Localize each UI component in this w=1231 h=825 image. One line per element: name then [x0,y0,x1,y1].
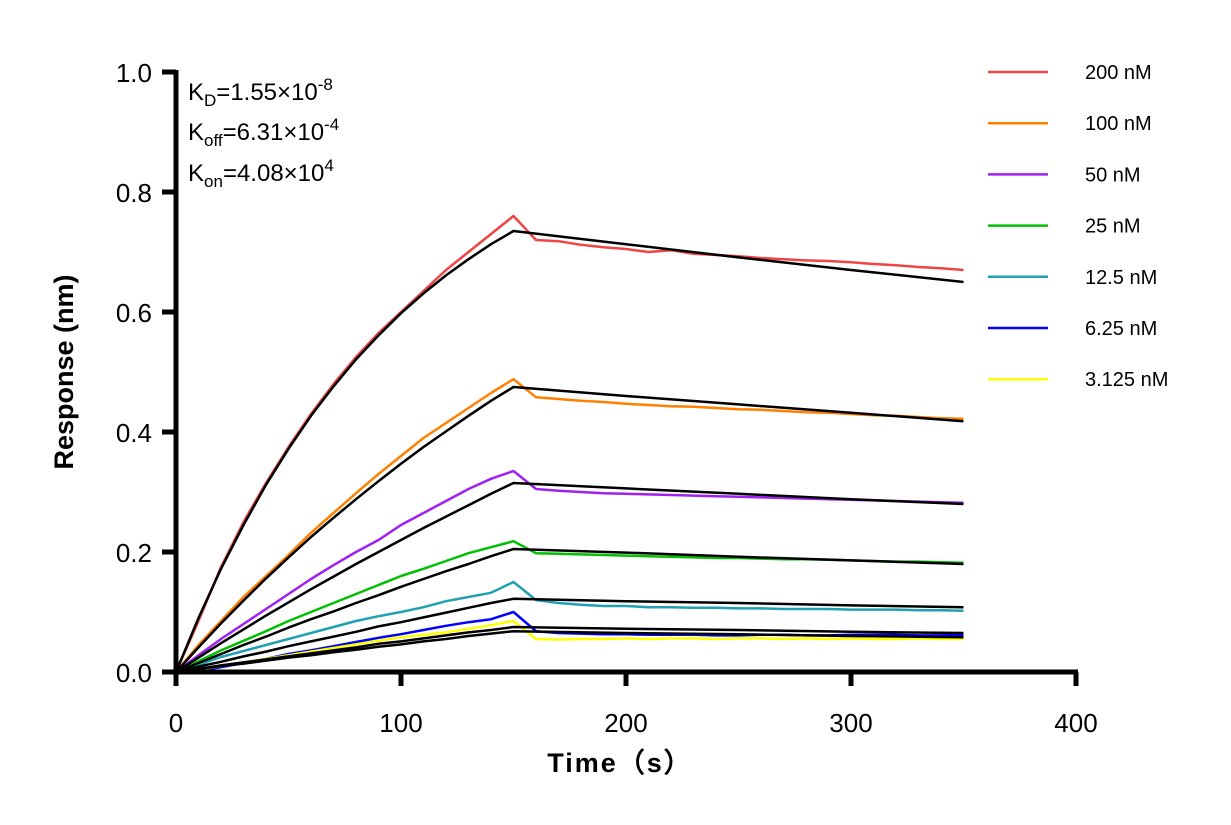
kon-annotation: Kon=4.08×104 [188,156,334,191]
y-tick-label: 0.2 [116,538,152,568]
x-tick-label: 0 [169,708,183,738]
legend-label-200-nm: 200 nM [1085,62,1152,84]
ticks: 0 100 200 300 400 0.0 0.2 0.4 0.6 0.8 1.0 [116,58,1098,738]
measured-line-3-125-nm [175,619,964,674]
x-tick-label: 400 [1054,708,1097,738]
measured-line-12-5-nm [175,580,964,674]
x-axis-title: Time（s） [547,748,693,778]
kd-annotation: KD=1.55×10-8 [188,75,333,110]
legend-label-100-nm: 100 nM [1085,113,1152,135]
fit-line-25-nm [175,547,964,674]
kinetics-annotation: KD=1.55×10-8 Koff=6.31×10-4 Kon=4.08×104 [188,75,339,191]
legend-label-3-125-nm: 3.125 nM [1085,369,1168,391]
fit-line-12-5-nm [175,597,964,674]
koff-annotation: Koff=6.31×10-4 [188,115,339,150]
measured-line-50-nm [175,469,964,674]
legend-label-6-25-nm: 6.25 nM [1085,318,1157,340]
y-tick-label: 0.0 [116,658,152,688]
legend-label-50-nm: 50 nM [1085,164,1141,186]
measured-line-6-25-nm [175,610,964,674]
y-tick-label: 0.6 [116,298,152,328]
plot-area [174,214,964,674]
x-tick-label: 100 [379,708,422,738]
fit-line-50-nm [175,481,964,674]
legend-label-12-5-nm: 12.5 nM [1085,267,1157,289]
x-tick-label: 300 [829,708,872,738]
y-axis-title: Response (nm) [49,274,79,469]
fit-line-3-125-nm [175,629,964,674]
fit-line-200-nm [174,229,964,673]
x-tick-label: 200 [604,708,647,738]
fit-line-100-nm [175,385,964,673]
y-tick-label: 1.0 [116,58,152,88]
legend: 200 nM 100 nM 50 nM 25 nM 12.5 nM 6.25 nM 3.12… [988,62,1168,391]
y-tick-label: 0.8 [116,178,152,208]
measured-line-100-nm [175,377,964,673]
y-tick-label: 0.4 [116,418,152,448]
legend-label-25-nm: 25 nM [1085,216,1141,238]
